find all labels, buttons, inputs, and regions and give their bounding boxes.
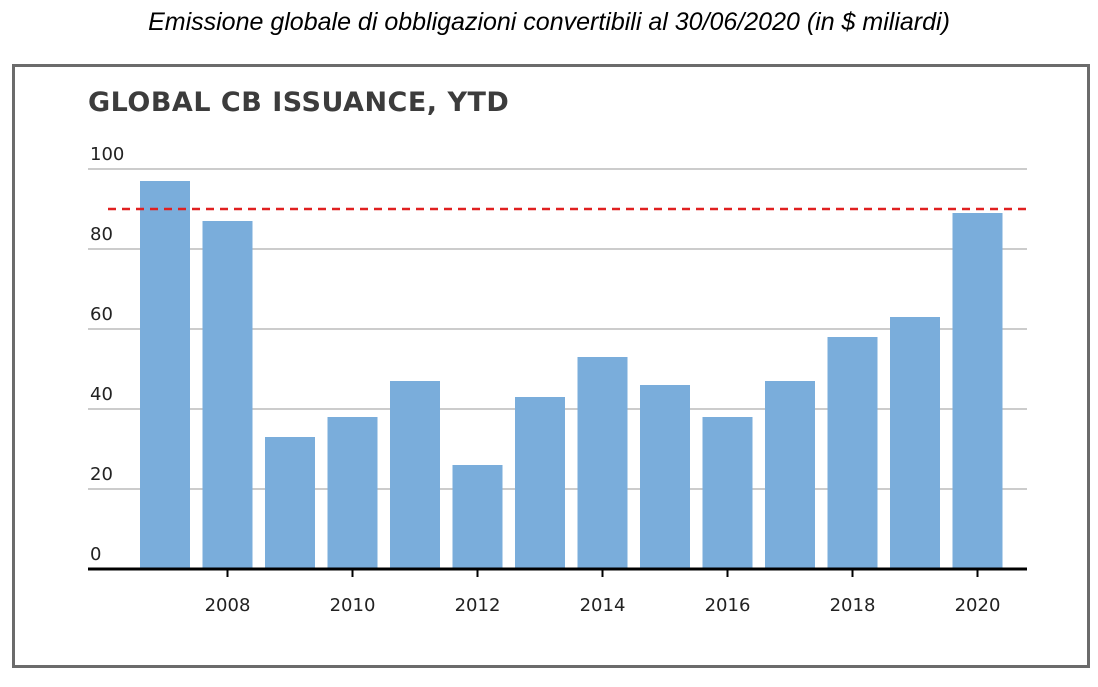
figure-caption: Emissione globale di obbligazioni conver… <box>148 8 950 36</box>
bar-2017 <box>765 381 815 569</box>
bar-2012 <box>452 465 503 569</box>
x-tick-label-2016: 2016 <box>705 595 751 616</box>
bar-2019 <box>890 317 940 569</box>
x-axis-labels: 2008 2010 2012 2014 2016 2018 2020 <box>205 595 1001 616</box>
chart-title: GLOBAL CB ISSUANCE, YTD <box>88 87 510 118</box>
bar-2008 <box>202 221 253 569</box>
x-tick-label-2014: 2014 <box>580 595 626 616</box>
x-tick-label-2012: 2012 <box>455 595 501 616</box>
x-axis <box>88 567 1027 577</box>
y-tick-label-20: 20 <box>90 464 113 485</box>
y-tick-label-40: 40 <box>90 384 113 405</box>
bar-2009 <box>265 437 315 569</box>
x-tick-label-2010: 2010 <box>330 595 376 616</box>
x-tick-label-2018: 2018 <box>830 595 876 616</box>
bar-2018 <box>827 337 878 569</box>
bar-2016 <box>702 417 753 569</box>
y-axis-labels: 0 20 40 60 80 100 <box>90 144 124 565</box>
bar-2015 <box>640 385 690 569</box>
x-tick-label-2008: 2008 <box>205 595 251 616</box>
bar-2010 <box>327 417 378 569</box>
y-tick-label-0: 0 <box>90 544 101 565</box>
bar-chart: 0 20 40 60 80 100 2008 2010 2012 2014 2016 2018 202… <box>88 144 1027 616</box>
bar-2020 <box>952 213 1003 569</box>
x-tick-label-2020: 2020 <box>955 595 1001 616</box>
y-tick-label-80: 80 <box>90 224 113 245</box>
bar-2013 <box>515 397 565 569</box>
y-tick-label-60: 60 <box>90 304 113 325</box>
bars <box>140 181 1003 569</box>
y-tick-label-100: 100 <box>90 144 124 165</box>
bar-2007 <box>140 181 190 569</box>
bar-2014 <box>577 357 628 569</box>
bar-2011 <box>390 381 440 569</box>
chart-frame: GLOBAL CB ISSUANCE, YTD 0 20 40 60 80 100 200… <box>12 64 1090 668</box>
